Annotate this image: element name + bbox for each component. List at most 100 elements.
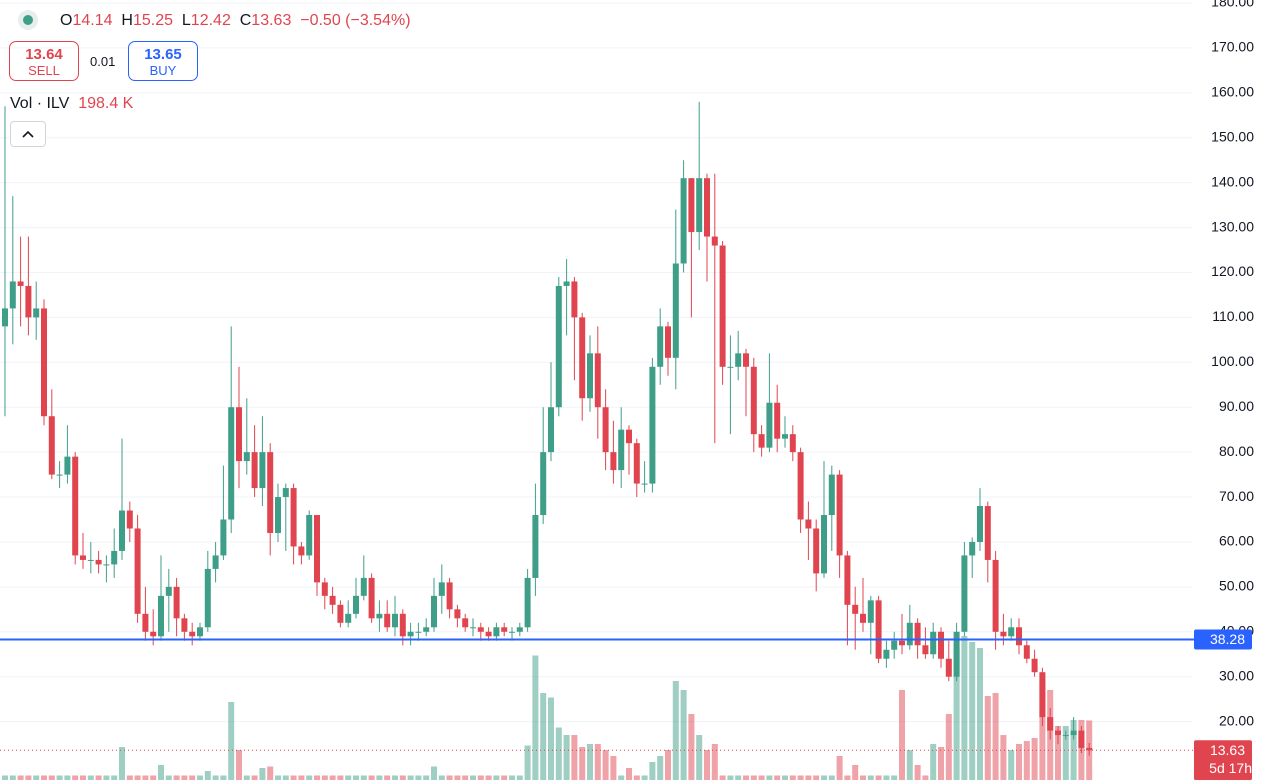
- candle-body: [860, 613, 866, 623]
- candle-body: [1070, 730, 1077, 736]
- spread: 0.01: [90, 54, 116, 69]
- volume-bar: [470, 775, 476, 780]
- volume-bar: [150, 775, 157, 780]
- volume-bar: [1055, 726, 1061, 780]
- volume-bar: [173, 775, 180, 780]
- candle-body: [314, 515, 320, 583]
- candle-body: [243, 452, 250, 462]
- volume-bar: [337, 775, 344, 780]
- volume-bar: [368, 775, 375, 780]
- candle-body: [813, 528, 820, 574]
- volume-bar: [415, 775, 422, 780]
- volume-bar: [696, 735, 703, 780]
- volume-bar: [321, 775, 328, 780]
- candle-body: [399, 613, 406, 637]
- candle-body: [33, 308, 40, 318]
- volume-bar: [961, 636, 968, 780]
- candle-body: [189, 631, 196, 637]
- legend-value: 14.14: [72, 12, 113, 29]
- volume-bar: [259, 768, 266, 780]
- candle-body: [563, 281, 570, 286]
- candle-body: [345, 613, 352, 623]
- candle-body: [485, 631, 492, 637]
- legend-label: L: [181, 12, 191, 29]
- y-tick-label: 180.00: [1211, 0, 1254, 10]
- volume-bar: [766, 775, 773, 780]
- candle-body: [774, 402, 781, 439]
- candle-body: [87, 559, 94, 561]
- ohlc-legend: O14.14 H15.25 L12.42 C13.63 −0.50 (−3.54…: [60, 12, 411, 30]
- candle-body: [1086, 747, 1093, 751]
- candle-body: [844, 555, 851, 605]
- candle-body: [922, 645, 929, 655]
- volume-bar: [805, 775, 812, 780]
- candle-body: [805, 519, 812, 529]
- volume-bar: [407, 775, 414, 780]
- volume-bar: [399, 775, 406, 780]
- volume-bar: [992, 693, 999, 780]
- candle-body: [618, 429, 625, 471]
- legend-label: C: [239, 12, 252, 29]
- volume-bar: [594, 744, 601, 780]
- volume-bar: [376, 775, 383, 780]
- volume-bar: [72, 775, 79, 780]
- volume-bar: [875, 775, 882, 780]
- candle-body: [407, 631, 414, 637]
- candle-body: [914, 622, 921, 646]
- candle-body: [891, 640, 898, 650]
- volume-bar: [1039, 681, 1046, 780]
- volume-bar: [267, 766, 274, 780]
- candle-body: [1000, 631, 1007, 637]
- y-tick-label: 90.00: [1219, 398, 1254, 414]
- candle-body: [384, 613, 391, 628]
- candle-body: [1039, 672, 1046, 718]
- candle-body: [509, 631, 515, 633]
- candle-body: [610, 452, 617, 471]
- candle-body: [852, 604, 859, 614]
- volume-bar: [945, 714, 952, 780]
- candle-body: [126, 510, 133, 529]
- candle-body: [181, 618, 188, 632]
- candle-body: [72, 456, 79, 556]
- volume-bar: [516, 775, 523, 780]
- volume-legend: Vol · ILV 198.4 K: [10, 95, 133, 113]
- candle-body: [251, 452, 258, 489]
- volume-bar: [119, 747, 125, 780]
- candle-body: [64, 456, 71, 475]
- sell-button[interactable]: 13.64 SELL: [9, 41, 79, 81]
- candle-body: [1062, 735, 1069, 737]
- candle-body: [158, 595, 164, 637]
- candle-body: [1016, 627, 1022, 646]
- volume-bar: [657, 756, 664, 780]
- candle-body: [1023, 645, 1030, 659]
- volume-bar: [64, 775, 71, 780]
- volume-bar: [56, 775, 63, 780]
- candle-body: [17, 281, 24, 286]
- candle-body: [470, 627, 476, 629]
- volume-bar: [462, 775, 469, 780]
- volume-bar: [969, 642, 976, 780]
- y-tick-label: 20.00: [1219, 712, 1254, 728]
- buy-button[interactable]: 13.65 BUY: [128, 41, 198, 81]
- volume-bar: [95, 775, 102, 780]
- candle-body: [555, 285, 562, 408]
- volume-bar: [610, 756, 617, 780]
- candle-body: [477, 627, 484, 632]
- candle-body: [9, 281, 16, 309]
- volume-bar: [548, 697, 554, 780]
- candle-body: [735, 353, 742, 367]
- candle-body: [329, 595, 336, 605]
- candle-body: [134, 528, 141, 614]
- volume-bar: [672, 681, 679, 780]
- collapse-button[interactable]: [10, 121, 46, 147]
- volume-bar: [477, 775, 484, 780]
- volume-bar: [782, 775, 788, 780]
- volume-bar: [501, 775, 508, 780]
- candle-body: [1055, 730, 1061, 736]
- volume-bar: [906, 750, 913, 780]
- volume-bar: [813, 775, 820, 780]
- volume-bar: [602, 750, 609, 780]
- candle-body: [41, 308, 47, 417]
- last-price-label-bg: [1194, 740, 1252, 780]
